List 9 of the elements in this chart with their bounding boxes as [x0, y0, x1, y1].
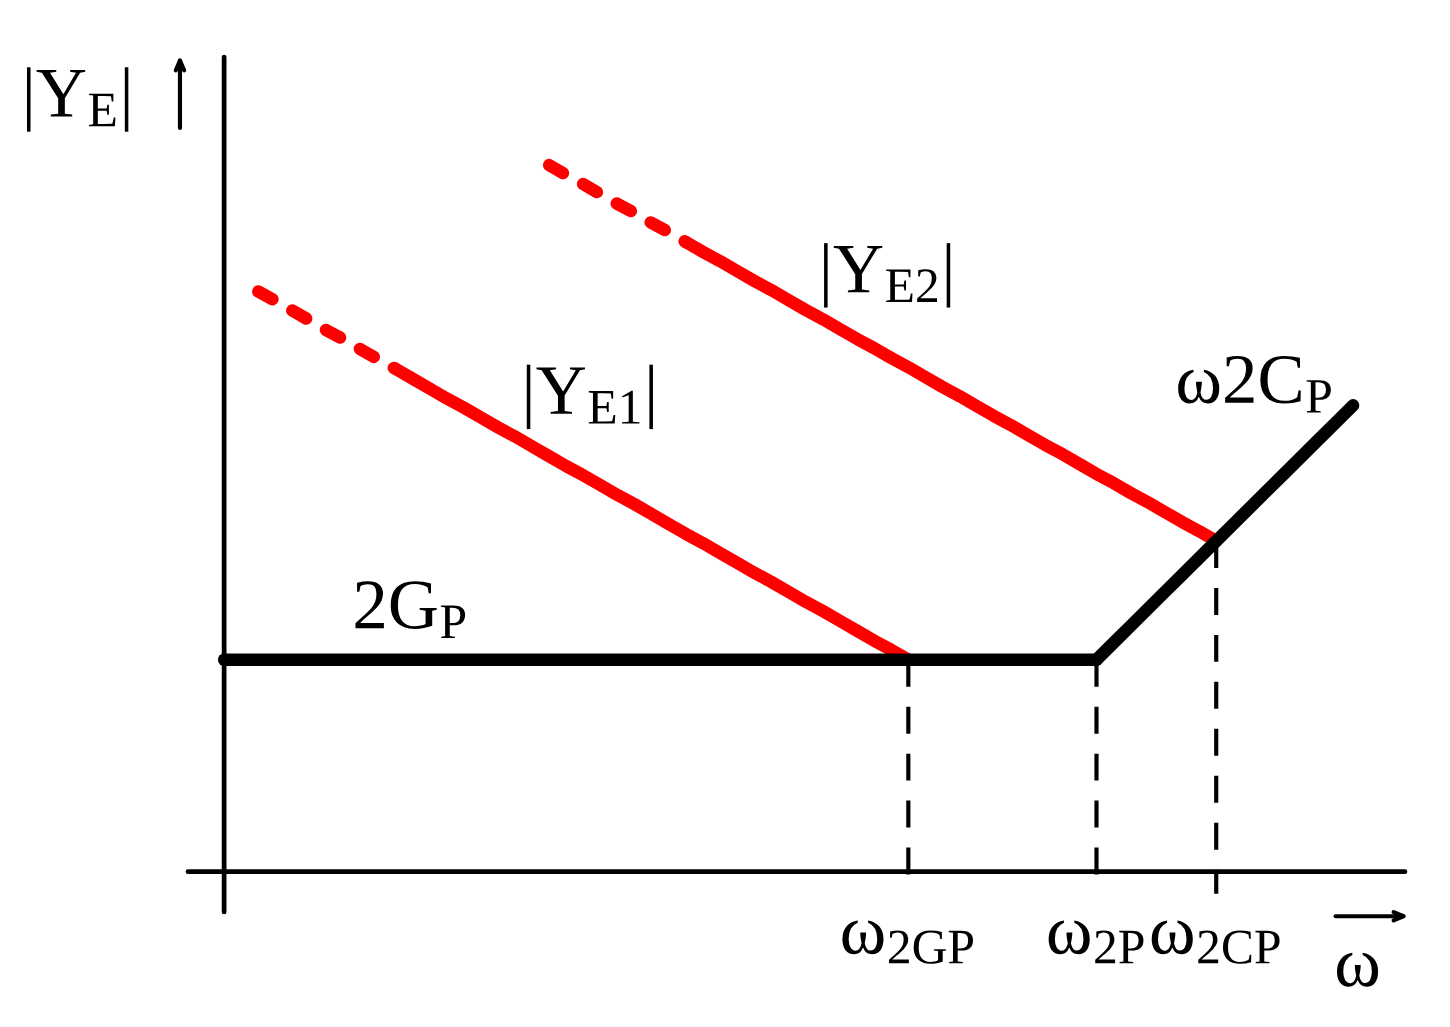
y-axis-title: |Y$_{E}$| [26, 67, 129, 132]
series-label: |Y$_{E1}$| [526, 364, 653, 430]
series-label: |Y$_{E2}$| [824, 243, 951, 308]
series-label: ω2C$_{P}$ [1178, 355, 1331, 413]
x-tick-label: ω$_{2P}$ [1048, 920, 1144, 964]
series-label: 2G$_{P}$ [355, 581, 466, 638]
x-tick-label: ω$_{2CP}$ [1151, 920, 1280, 964]
x-tick-label: ω$_{2GP}$ [842, 920, 974, 964]
x-axis-title: ω [1336, 952, 1379, 987]
